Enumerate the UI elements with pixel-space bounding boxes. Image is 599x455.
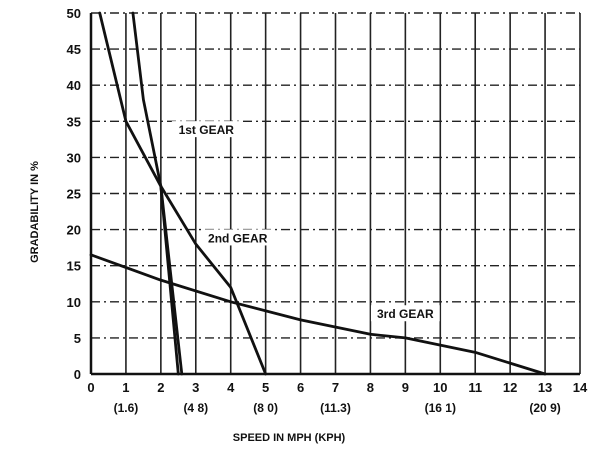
series-line-2 [131, 11, 184, 376]
x-tick-label-7: 7 [332, 380, 339, 395]
y-tick-label-40: 40 [67, 78, 81, 93]
gear-label-bg-2 [203, 229, 273, 246]
kph-tick-label-5: (8 0) [253, 401, 278, 415]
x-tick-label-6: 6 [297, 380, 304, 395]
gear-label-3: 3rd GEAR [377, 307, 434, 321]
x-tick-label-0: 0 [87, 380, 94, 395]
kph-tick-label-3: (4 8) [183, 401, 208, 415]
y-tick-label-30: 30 [67, 150, 81, 165]
series-line-4 [89, 253, 547, 376]
x-tick-label-1: 1 [122, 380, 129, 395]
y-tick-label-20: 20 [67, 223, 81, 238]
x-tick-label-13: 13 [538, 380, 552, 395]
gear-annotations: 1st GEAR 2nd GEAR 3rd GEAR [171, 121, 440, 322]
x-tick-label-12: 12 [503, 380, 517, 395]
kph-tick-label-1: (1.6) [114, 401, 139, 415]
y-tick-label-15: 15 [67, 259, 81, 274]
x-tick-label-4: 4 [227, 380, 235, 395]
kph-tick-label-7: (11.3) [320, 401, 351, 415]
y-tick-label-5: 5 [74, 331, 81, 346]
series-lines [89, 11, 547, 376]
y-tick-label-50: 50 [67, 6, 81, 21]
y-tick-label-10: 10 [67, 295, 81, 310]
x-tick-label-14: 14 [573, 380, 588, 395]
y-tick-label-0: 0 [74, 367, 81, 382]
gear-label-bg-3 [370, 305, 440, 322]
y-tick-label-45: 45 [67, 42, 81, 57]
kph-tick-label-13: (20 9) [529, 401, 560, 415]
x-tick-label-8: 8 [367, 380, 374, 395]
x-tick-label-11: 11 [468, 380, 482, 395]
series-line-3 [159, 184, 268, 376]
y-axis-title: GRADABILITY IN % [29, 161, 41, 263]
x-axis-title: SPEED IN MPH (KPH) [233, 432, 346, 444]
axes [89, 13, 580, 376]
x-tick-label-9: 9 [402, 380, 409, 395]
gear-label-2: 2nd GEAR [208, 231, 268, 245]
x-tick-label-5: 5 [262, 380, 269, 395]
y-tick-label-35: 35 [67, 114, 81, 129]
x-tick-label-10: 10 [433, 380, 447, 395]
gear-label-1: 1st GEAR [179, 123, 235, 137]
x-tick-label-2: 2 [157, 380, 164, 395]
series-line-1 [98, 11, 180, 376]
kph-tick-label-10: (16 1) [425, 401, 456, 415]
gear-label-bg-1 [171, 121, 241, 138]
x-tick-label-3: 3 [192, 380, 199, 395]
y-tick-label-25: 25 [67, 187, 81, 202]
